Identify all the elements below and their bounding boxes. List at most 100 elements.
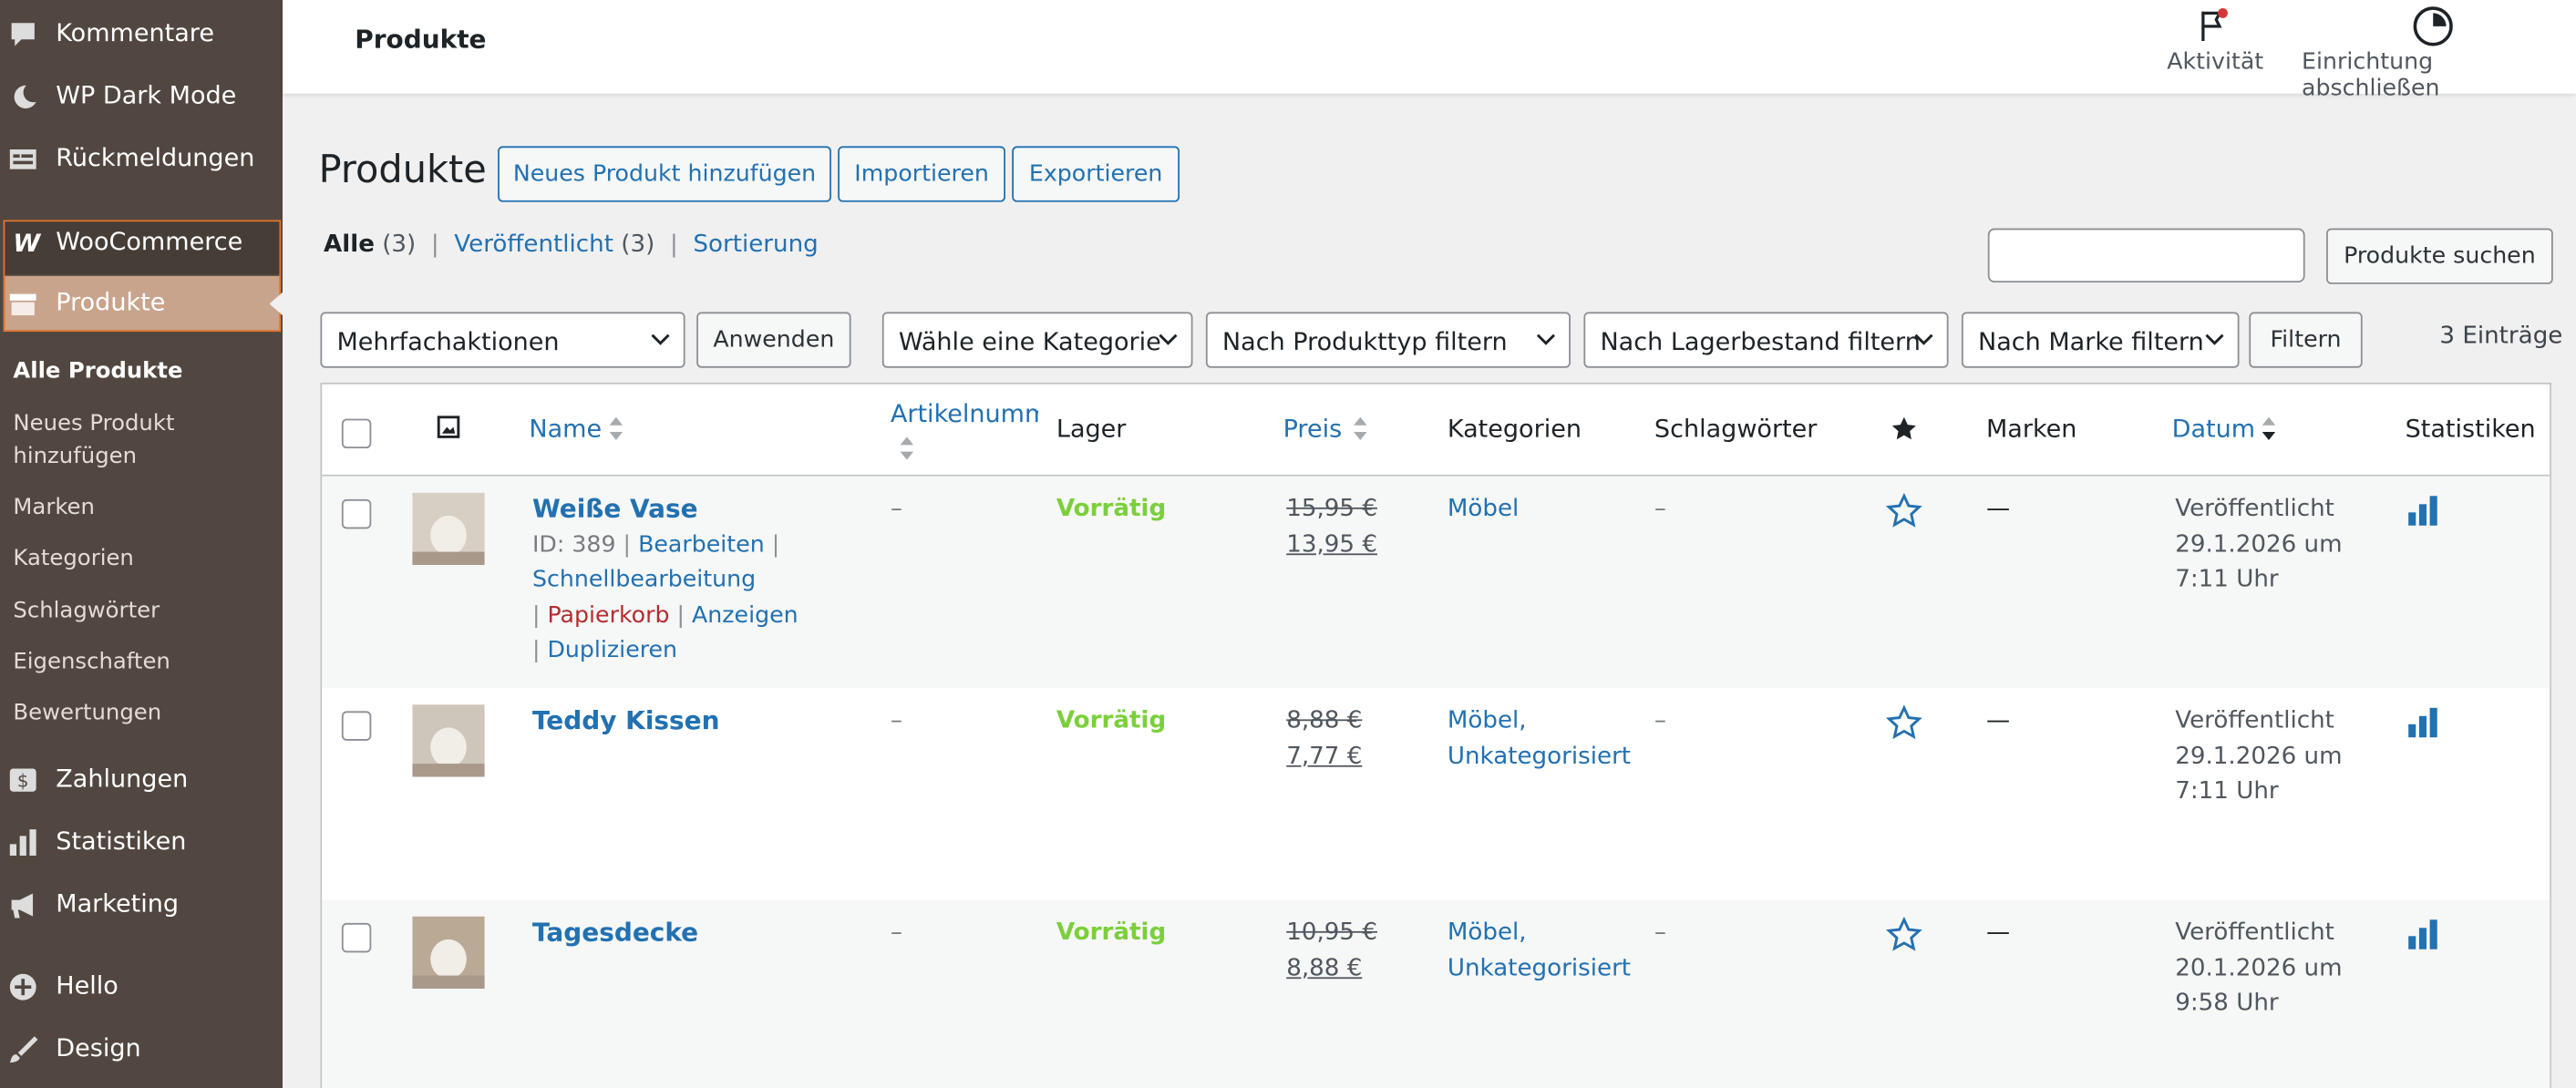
activity-label[interactable]: Aktivität (2167, 49, 2264, 76)
regular-price: 8,88 € (1286, 707, 1363, 734)
featured-star[interactable] (1886, 704, 1922, 741)
filter-select[interactable]: Nach Marke filtern (1961, 312, 2240, 368)
price-cell: 15,95 € 13,95 € (1286, 493, 1377, 563)
stats-icon[interactable] (2406, 918, 2439, 950)
sku: – (890, 707, 902, 734)
filter-select[interactable]: Wähle eine Kategorie (881, 312, 1193, 368)
product-name[interactable]: Weiße Vase (531, 494, 698, 524)
top-bar: Produkte Aktivität Einrichtung abschließ… (282, 0, 2576, 102)
product-name[interactable]: Teddy Kissen (531, 705, 720, 736)
view-label[interactable]: Alle (324, 231, 375, 258)
submenu-item[interactable]: Alle Produkte (13, 357, 183, 385)
row-action[interactable]: Duplizieren (547, 637, 678, 664)
row-checkbox[interactable] (341, 711, 372, 741)
filter-select[interactable]: Nach Produkttyp filtern (1205, 312, 1571, 368)
menu-item[interactable]: Marketing (56, 888, 180, 919)
filter-button[interactable]: Filtern (2249, 312, 2363, 368)
row-action[interactable]: Papierkorb (547, 601, 670, 629)
row-actions: ID: 389 | Bearbeiten | Schnellbearbeitun… (532, 528, 811, 669)
sort-icon (609, 416, 623, 441)
select-all[interactable] (341, 418, 372, 449)
view-count: (3) (621, 231, 655, 258)
column-header: Lager (1056, 414, 1127, 444)
filter-label: Nach Lagerbestand filtern (1600, 326, 1921, 357)
column-header[interactable]: Datum (2171, 414, 2256, 444)
menu-item[interactable]: WP Dark Mode (56, 80, 237, 110)
product-name[interactable]: Tagesdecke (531, 918, 699, 948)
export-button[interactable]: Exportieren (1012, 146, 1180, 202)
search-input[interactable] (1987, 228, 2305, 282)
featured-star[interactable] (1886, 916, 1922, 953)
chevron (1159, 334, 1178, 345)
sale-price: 13,95 € (1286, 531, 1377, 558)
submenu-item[interactable]: Neues Produkt hinzufügen (13, 410, 175, 470)
sort-icon (2262, 416, 2276, 441)
submenu-item[interactable]: Kategorien (13, 545, 134, 572)
icon (11, 23, 35, 46)
icon (9, 973, 36, 1001)
activity-icon[interactable] (2197, 6, 2233, 43)
item-count: 3 Einträge (2439, 323, 2563, 350)
row-action[interactable]: Schnellbearbeitung (531, 566, 757, 593)
setup-label[interactable]: Einrichtung abschließen (2302, 49, 2440, 102)
apply-button[interactable]: Anwenden (696, 312, 851, 368)
product-id: ID: 389 (531, 531, 616, 558)
woocommerce-bg (5, 221, 280, 274)
featured-star[interactable] (1886, 492, 1922, 529)
bulk-select[interactable]: Mehrfachaktionen (320, 312, 685, 368)
column-header[interactable]: Artikelnummer (890, 398, 1038, 429)
menu-item[interactable]: Zahlungen (56, 764, 189, 794)
submenu-item[interactable]: Eigenschaften (13, 648, 170, 675)
sale-price: 7,77 € (1286, 743, 1363, 770)
setup-icon[interactable] (2412, 5, 2455, 47)
menu-item[interactable]: Design (56, 1032, 141, 1063)
categories[interactable]: Möbel, Unkategorisiert (1447, 919, 1632, 981)
column-header[interactable]: Name (529, 414, 603, 444)
separator: | (423, 231, 448, 258)
icon (14, 85, 36, 108)
menu-item[interactable]: Rückmeldungen (56, 142, 255, 173)
submenu-item[interactable]: Bewertungen (13, 699, 162, 726)
categories[interactable]: Möbel (1447, 496, 1520, 523)
products-table: Name Artikelnummer Lager Preis Kategorie… (320, 382, 2551, 1088)
price-cell: 10,95 € 8,88 € (1286, 917, 1377, 987)
header-border (322, 474, 2550, 477)
menu-item[interactable]: Statistiken (56, 826, 187, 856)
submenu-item[interactable]: Schlagwörter (13, 598, 160, 624)
stats-icon[interactable] (2406, 706, 2439, 739)
product-row: Teddy Kissen – Vorrätig 8,88 € 7,77 € Möbel, … (322, 688, 2550, 900)
view-label[interactable]: Sortierung (693, 231, 819, 258)
stats-icon[interactable] (2406, 494, 2439, 527)
product-thumbnail (412, 704, 485, 777)
product-row: Weiße Vase ID: 389 | Bearbeiten | Schnell… (322, 476, 2550, 689)
view-label[interactable]: Veröffentlicht (454, 231, 613, 258)
column-header: Kategorien (1447, 414, 1582, 444)
icon (11, 893, 34, 919)
stock-status: Vorrätig (1056, 496, 1167, 523)
add-product-button[interactable]: Neues Produkt hinzufügen (498, 146, 831, 202)
row-checkbox[interactable] (341, 922, 372, 953)
row-checkbox[interactable] (341, 498, 372, 529)
import-button[interactable]: Importieren (838, 146, 1006, 202)
date: Veröffentlicht 29.1.2026 um 7:11 Uhr (2175, 496, 2343, 593)
filter-select[interactable]: Nach Lagerbestand filtern (1583, 312, 1949, 368)
column-header: Statistiken (2405, 414, 2536, 444)
separator: | (531, 637, 548, 664)
menu-item-active[interactable]: Produkte (56, 287, 166, 317)
row-action[interactable]: Anzeigen (692, 601, 799, 629)
search-button[interactable]: Produkte suchen (2326, 228, 2553, 284)
tags: – (1654, 707, 1666, 734)
date: Veröffentlicht 29.1.2026 um 7:11 Uhr (2175, 707, 2343, 806)
highlight-frame (3, 220, 282, 333)
regular-price: 10,95 € (1286, 919, 1377, 947)
menu-item[interactable]: WooCommerce (56, 226, 243, 257)
stock-status: Vorrätig (1056, 919, 1167, 947)
menu-item[interactable]: Hello (56, 970, 118, 1001)
categories[interactable]: Möbel, Unkategorisiert (1447, 707, 1632, 770)
column-header[interactable]: Preis (1283, 414, 1343, 444)
row-action[interactable]: Bearbeiten (638, 531, 765, 558)
menu-item[interactable]: Kommentare (56, 17, 214, 48)
sku: – (890, 919, 902, 947)
submenu-item[interactable]: Marken (13, 494, 95, 521)
